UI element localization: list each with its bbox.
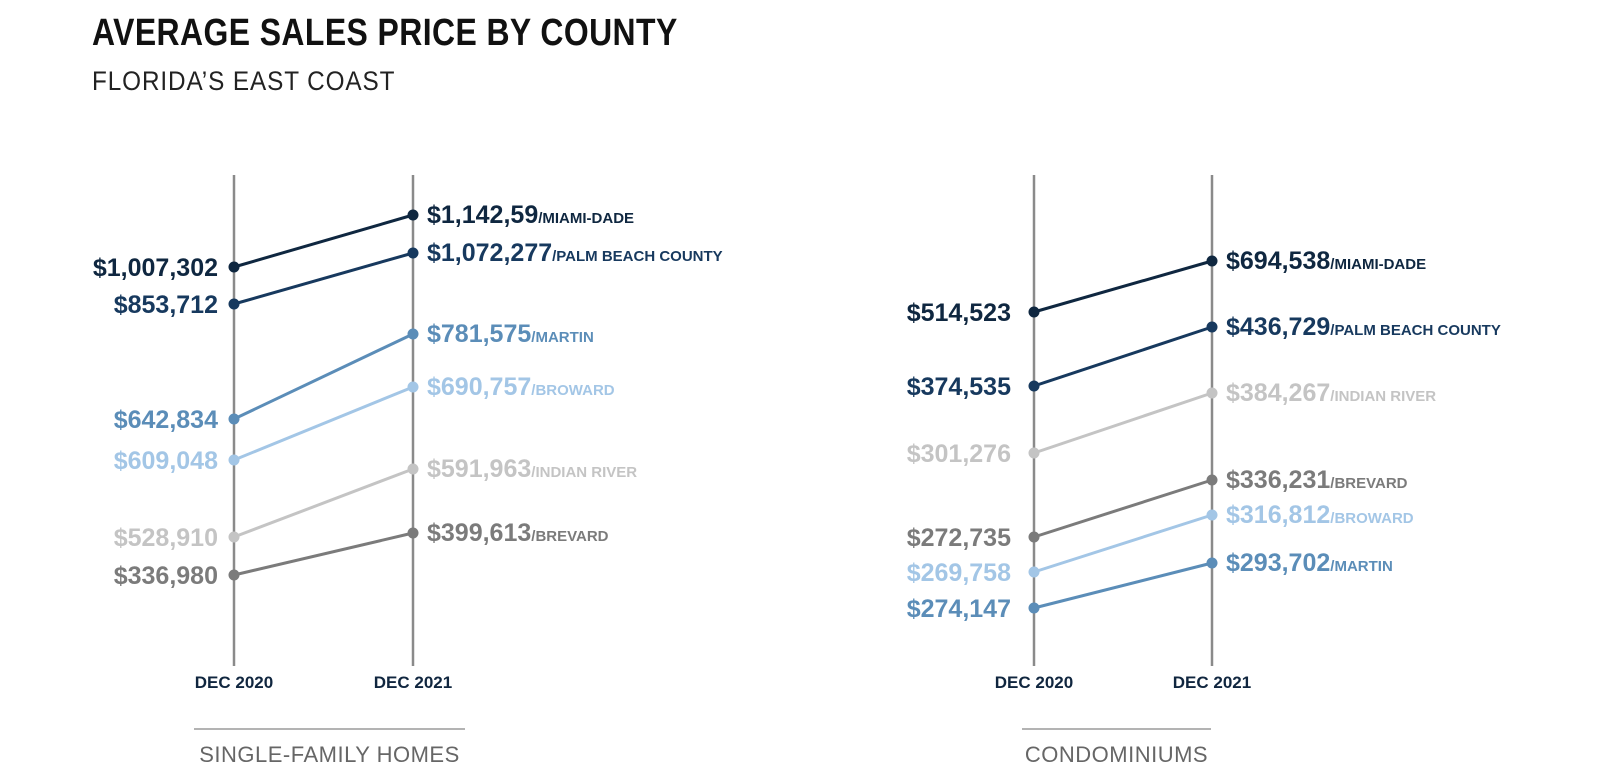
- x-tick-label: DEC 2021: [374, 673, 452, 692]
- data-label-2020: $853,712: [114, 291, 218, 319]
- data-point: [228, 261, 240, 273]
- series-line: [233, 251, 414, 306]
- data-point: [407, 527, 419, 539]
- data-point: [1028, 306, 1040, 318]
- series-line: [233, 531, 414, 577]
- data-point: [1206, 255, 1218, 267]
- data-point: [407, 247, 419, 259]
- series-line: [1033, 478, 1213, 539]
- series-line: [233, 332, 414, 421]
- chart-title: AVERAGE SALES PRICE BY COUNTY: [92, 12, 678, 54]
- series-line: [233, 213, 414, 269]
- x-tick-label: DEC 2020: [995, 673, 1073, 692]
- data-label-2020: $269,758: [907, 559, 1011, 587]
- data-point: [1206, 509, 1218, 521]
- data-label-2021: $336,231/BREVARD: [1226, 466, 1408, 494]
- data-label-2020: $274,147: [907, 595, 1011, 623]
- data-label-2021: $1,142,59/MIAMI-DADE: [427, 201, 634, 229]
- series-line: [1033, 561, 1213, 610]
- data-point: [1206, 474, 1218, 486]
- data-point: [228, 569, 240, 581]
- data-label-2020: $528,910: [114, 524, 218, 552]
- data-point: [1028, 566, 1040, 578]
- chart-caption: CONDOMINIUMS: [1025, 742, 1208, 767]
- data-label-2020: $374,535: [907, 373, 1011, 401]
- data-label-2021: $690,757/BROWARD: [427, 373, 615, 401]
- data-label-2021: $436,729/PALM BEACH COUNTY: [1226, 313, 1501, 341]
- series-line: [233, 467, 414, 539]
- data-label-2020: $336,980: [114, 562, 218, 590]
- data-label-2021: $694,538/MIAMI-DADE: [1226, 247, 1426, 275]
- data-label-2021: $399,613/BREVARD: [427, 519, 609, 547]
- data-label-2020: $301,276: [907, 440, 1011, 468]
- series-line: [1033, 259, 1213, 314]
- data-label-2021: $384,267/INDIAN RIVER: [1226, 379, 1436, 407]
- data-point: [407, 381, 419, 393]
- data-point: [1206, 387, 1218, 399]
- data-label-2020: $642,834: [114, 406, 218, 434]
- series-line: [233, 385, 414, 462]
- series-line: [1033, 325, 1213, 388]
- series-line: [1033, 391, 1213, 455]
- chart-subtitle: FLORIDA’S EAST COAST: [92, 66, 396, 96]
- series-line: [1033, 513, 1213, 574]
- data-point: [1206, 557, 1218, 569]
- data-label-2021: $293,702/MARTIN: [1226, 549, 1393, 577]
- data-point: [407, 209, 419, 221]
- data-label-2020: $609,048: [114, 447, 218, 475]
- data-point: [1028, 380, 1040, 392]
- data-label-2021: $781,575/MARTIN: [427, 320, 594, 348]
- data-point: [407, 328, 419, 340]
- data-label-2021: $1,072,277/PALM BEACH COUNTY: [427, 239, 723, 267]
- data-point: [407, 463, 419, 475]
- data-point: [228, 413, 240, 425]
- x-tick-label: DEC 2020: [195, 673, 273, 692]
- data-label-2021: $591,963/INDIAN RIVER: [427, 455, 637, 483]
- data-point: [1206, 321, 1218, 333]
- data-point: [1028, 447, 1040, 459]
- data-point: [1028, 531, 1040, 543]
- x-tick-label: DEC 2021: [1173, 673, 1251, 692]
- data-point: [228, 298, 240, 310]
- data-label-2020: $514,523: [907, 299, 1011, 327]
- data-point: [228, 531, 240, 543]
- data-label-2021: $316,812/BROWARD: [1226, 501, 1414, 529]
- data-point: [1028, 602, 1040, 614]
- data-point: [228, 454, 240, 466]
- data-label-2020: $1,007,302: [93, 254, 218, 282]
- chart-caption: SINGLE-FAMILY HOMES: [199, 742, 460, 767]
- data-label-2020: $272,735: [907, 524, 1011, 552]
